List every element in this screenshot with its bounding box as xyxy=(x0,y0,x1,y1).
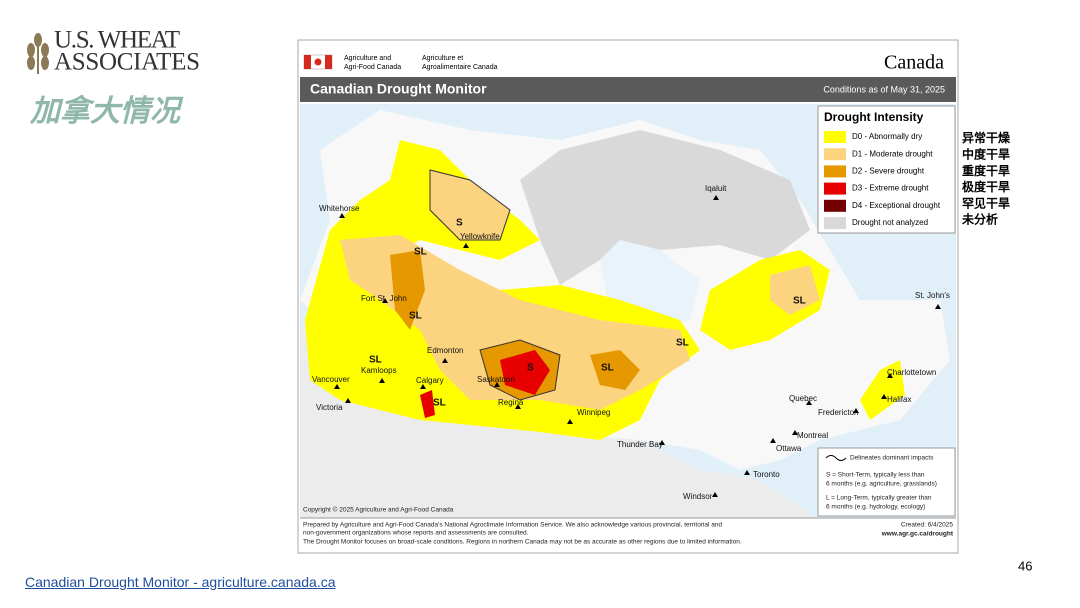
city-label: Thunder Bay xyxy=(617,440,663,449)
footer-note: non-government organizations whose repor… xyxy=(303,530,529,537)
city-label: Kamloops xyxy=(361,366,397,375)
slide-title: 加拿大情况 xyxy=(29,94,184,128)
agency-en: Agriculture and xyxy=(344,55,391,62)
city-label: Whitehorse xyxy=(319,204,360,213)
translation-label: 极度干旱 xyxy=(962,179,1010,194)
impacts-legend-text: L = Long-Term, typically greater than xyxy=(826,495,932,502)
impact-label: SL xyxy=(369,355,382,366)
wordmark: Canada xyxy=(884,52,944,74)
city-label: Victoria xyxy=(316,403,343,412)
map-title: Canadian Drought Monitor xyxy=(310,81,487,97)
impacts-legend-text: S = Short-Term, typically less than xyxy=(826,472,925,479)
city-label: Iqaluit xyxy=(705,184,727,193)
website: www.agr.gc.ca/drought xyxy=(881,531,954,538)
legend-label: D4 - Exceptional drought xyxy=(852,201,941,210)
flag xyxy=(303,54,333,70)
map xyxy=(300,104,956,518)
legend-label: D1 - Moderate drought xyxy=(852,149,933,158)
impact-label: SL xyxy=(793,296,806,307)
city-label: Vancouver xyxy=(312,375,350,384)
logo-icon xyxy=(27,33,49,74)
impact-label: S xyxy=(527,363,534,374)
legend-items: D0 - Abnormally dry D1 - Moderate drought… xyxy=(824,131,941,229)
legend-label: Drought not analyzed xyxy=(852,218,928,227)
city-label: Halifax xyxy=(887,395,911,404)
logo-text: U.S. WHEAT xyxy=(54,27,180,54)
city-label: Charlottetown xyxy=(887,368,936,377)
city-label: Saskatoon xyxy=(477,375,515,384)
city-label: Fort St. John xyxy=(361,294,407,303)
conditions-date: Conditions as of May 31, 2025 xyxy=(823,84,945,94)
impact-label: SL xyxy=(601,363,614,374)
translation-label: 罕见干旱 xyxy=(962,196,1010,210)
impacts-legend-text: 6 months (e.g. hydrology, ecology) xyxy=(826,504,925,511)
legend-label: D0 - Abnormally dry xyxy=(852,132,922,141)
city-label: Montreal xyxy=(797,431,828,440)
created-date: Created: 6/4/2025 xyxy=(901,522,953,529)
legend-label: D3 - Extreme drought xyxy=(852,184,929,193)
city-label: St. John's xyxy=(915,291,950,300)
city-label: Edmonton xyxy=(427,346,463,355)
agency-fr: Agriculture et xyxy=(422,55,463,62)
impacts-legend-box xyxy=(817,447,956,517)
title-bar xyxy=(300,77,956,102)
source-link[interactable]: Canadian Drought Monitor - agriculture.c… xyxy=(25,574,336,590)
copyright: Copyright © 2025 Agriculture and Agri-Fo… xyxy=(303,506,454,514)
legend-swatch xyxy=(824,199,846,212)
footer-note: The Drought Monitor focuses on broad-sca… xyxy=(303,539,742,546)
impact-label: SL xyxy=(433,398,446,409)
city-label: Windsor xyxy=(683,492,713,501)
translation-label: 中度干旱 xyxy=(962,146,1010,161)
translation-label: 未分析 xyxy=(961,212,998,227)
city-label: Fredericton xyxy=(818,408,858,417)
city-label: Quebec xyxy=(789,394,817,403)
footer-note: Prepared by Agriculture and Agri-Food Ca… xyxy=(303,522,723,529)
impacts-legend-text: Delineates dominant impacts xyxy=(850,455,934,462)
translation-label: 异常干燥 xyxy=(962,130,1011,145)
impact-label: SL xyxy=(409,311,422,322)
agency-en: Agri-Food Canada xyxy=(344,64,401,71)
city-label: Regina xyxy=(498,398,524,407)
city-label: Ottawa xyxy=(776,444,802,453)
legend-swatch xyxy=(824,131,846,143)
impact-label: SL xyxy=(676,338,689,349)
impacts-legend-text: 6 months (e.g. agriculture, grasslands) xyxy=(826,481,937,488)
translation-label: 重度干旱 xyxy=(962,163,1010,178)
city-label: Winnipeg xyxy=(577,408,610,417)
city-markers xyxy=(334,195,941,497)
legend-title: Drought Intensity xyxy=(824,110,924,124)
impact-label: SL xyxy=(414,247,427,258)
legend-swatch xyxy=(824,148,846,161)
city-label: Yellowknife xyxy=(460,232,500,241)
page-number: 46 xyxy=(1018,558,1032,573)
logo-text: ASSOCIATES xyxy=(54,49,200,76)
impact-label: S xyxy=(456,218,463,229)
city-label: Toronto xyxy=(753,470,780,479)
legend-label: D2 - Severe drought xyxy=(852,167,925,176)
legend-swatch xyxy=(824,165,846,178)
legend-swatch xyxy=(824,217,846,229)
agency-fr: Agroalimentaire Canada xyxy=(422,64,498,71)
city-label: Calgary xyxy=(416,376,444,385)
legend-swatch xyxy=(824,182,846,195)
impact-line-symbol xyxy=(825,455,847,461)
